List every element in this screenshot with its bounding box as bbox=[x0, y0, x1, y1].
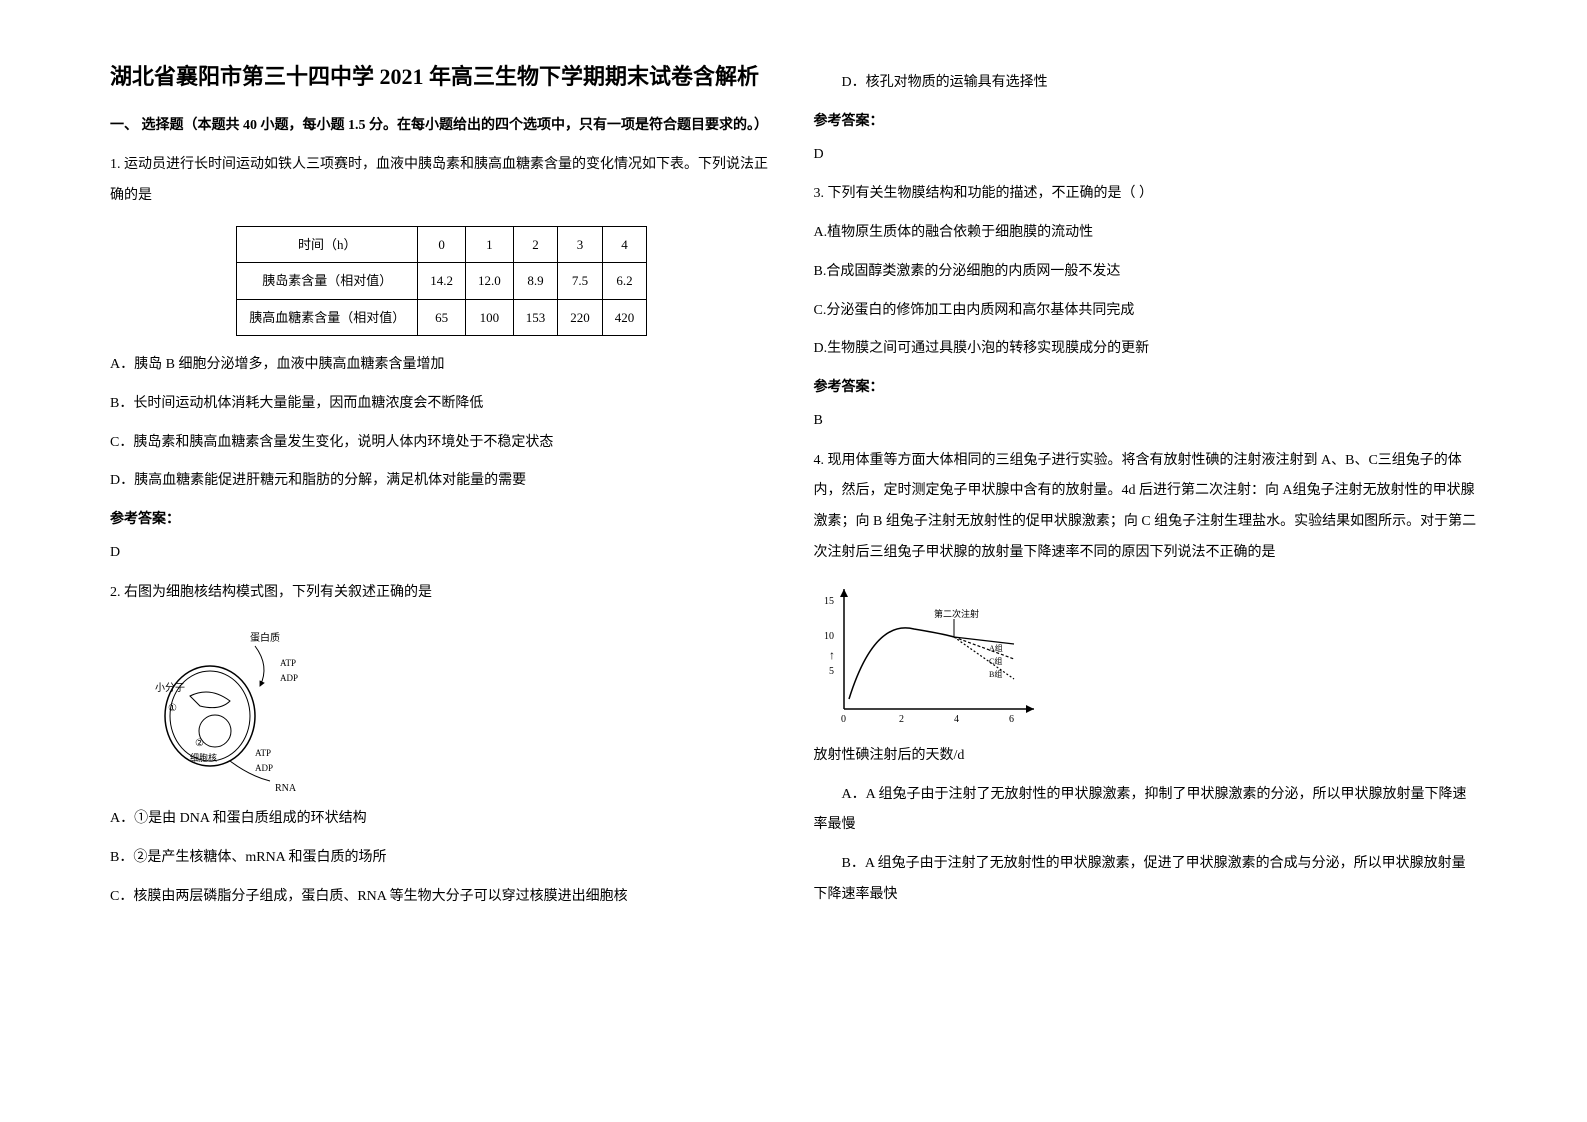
chart-svg: 15 10 5 ↑ 0 2 4 6 第二次注射 A组 C组 B组 bbox=[814, 579, 1054, 729]
svg-text:ADP: ADP bbox=[280, 673, 298, 683]
q3-option-a: A.植物原生质体的融合依赖于细胞膜的流动性 bbox=[814, 218, 1478, 249]
q3-option-c: C.分泌蛋白的修饰加工由内质网和高尔基体共同完成 bbox=[814, 296, 1478, 327]
svg-text:15: 15 bbox=[824, 596, 834, 607]
svg-text:0: 0 bbox=[841, 714, 846, 725]
table-cell: 12.0 bbox=[466, 263, 514, 299]
svg-text:2: 2 bbox=[899, 714, 904, 725]
q1-option-d: D．胰高血糖素能促进肝糖元和脂肪的分解，满足机体对能量的需要 bbox=[110, 466, 774, 497]
q4-chart: 15 10 5 ↑ 0 2 4 6 第二次注射 A组 C组 B组 bbox=[814, 579, 1054, 729]
q1-option-b: B．长时间运动机体消耗大量能量，因而血糖浓度会不断降低 bbox=[110, 389, 774, 420]
svg-text:6: 6 bbox=[1009, 714, 1014, 725]
table-row: 胰高血糖素含量（相对值） 65 100 153 220 420 bbox=[237, 299, 647, 335]
svg-text:10: 10 bbox=[824, 631, 834, 642]
left-column: 湖北省襄阳市第三十四中学 2021 年高三生物下学期期末试卷含解析 一、 选择题… bbox=[90, 60, 794, 1062]
q2-option-b: B．②是产生核糖体、mRNA 和蛋白质的场所 bbox=[110, 843, 774, 874]
answer-label: 参考答案： bbox=[110, 507, 774, 532]
svg-text:第二次注射: 第二次注射 bbox=[934, 608, 979, 619]
svg-text:B组: B组 bbox=[989, 669, 1002, 679]
q4-xlabel: 放射性碘注射后的天数/d bbox=[814, 741, 1478, 772]
q2-option-a: A．①是由 DNA 和蛋白质组成的环状结构 bbox=[110, 804, 774, 835]
svg-text:RNA: RNA bbox=[275, 783, 297, 794]
table-cell: 6.2 bbox=[602, 263, 647, 299]
q2-text: 2. 右图为细胞核结构模式图，下列有关叙述正确的是 bbox=[110, 578, 774, 609]
svg-text:②: ② bbox=[195, 738, 204, 749]
table-cell: 胰高血糖素含量（相对值） bbox=[237, 299, 418, 335]
svg-text:ATP: ATP bbox=[280, 658, 296, 668]
table-cell: 420 bbox=[602, 299, 647, 335]
table-cell: 65 bbox=[418, 299, 466, 335]
answer-label: 参考答案： bbox=[814, 375, 1478, 400]
table-cell: 胰岛素含量（相对值） bbox=[237, 263, 418, 299]
q4-text: 4. 现用体重等方面大体相同的三组兔子进行实验。将含有放射性碘的注射液注射到 A… bbox=[814, 446, 1478, 569]
table-row: 时间（h） 0 1 2 3 4 bbox=[237, 226, 647, 262]
q2-answer: D bbox=[814, 142, 1478, 167]
table-cell: 220 bbox=[558, 299, 603, 335]
table-cell: 时间（h） bbox=[237, 226, 418, 262]
cell-nucleus-diagram: 蛋白质 ATP ADP 小分子 ① ② 细胞核 ATP ADP RNA bbox=[140, 616, 340, 796]
q1-option-c: C．胰岛素和胰高血糖素含量发生变化，说明人体内环境处于不稳定状态 bbox=[110, 428, 774, 459]
table-row: 胰岛素含量（相对值） 14.2 12.0 8.9 7.5 6.2 bbox=[237, 263, 647, 299]
table-cell: 153 bbox=[513, 299, 558, 335]
svg-text:①: ① bbox=[168, 703, 177, 714]
svg-text:4: 4 bbox=[954, 714, 959, 725]
table-cell: 4 bbox=[602, 226, 647, 262]
table-cell: 100 bbox=[466, 299, 514, 335]
q3-option-b: B.合成固醇类激素的分泌细胞的内质网一般不发达 bbox=[814, 257, 1478, 288]
table-cell: 0 bbox=[418, 226, 466, 262]
right-column: D．核孔对物质的运输具有选择性 参考答案： D 3. 下列有关生物膜结构和功能的… bbox=[794, 60, 1498, 1062]
table-cell: 7.5 bbox=[558, 263, 603, 299]
main-title: 湖北省襄阳市第三十四中学 2021 年高三生物下学期期末试卷含解析 bbox=[110, 60, 774, 93]
q2-option-d: D．核孔对物质的运输具有选择性 bbox=[814, 68, 1478, 99]
svg-text:↑: ↑ bbox=[829, 648, 835, 662]
q3-answer: B bbox=[814, 408, 1478, 433]
svg-text:C组: C组 bbox=[989, 656, 1002, 666]
q1-text: 1. 运动员进行长时间运动如铁人三项赛时，血液中胰岛素和胰高血糖素含量的变化情况… bbox=[110, 150, 774, 212]
q3-option-d: D.生物膜之间可通过具膜小泡的转移实现膜成分的更新 bbox=[814, 334, 1478, 365]
table-cell: 1 bbox=[466, 226, 514, 262]
q3-text: 3. 下列有关生物膜结构和功能的描述，不正确的是（ ） bbox=[814, 179, 1478, 210]
svg-text:5: 5 bbox=[829, 666, 834, 677]
label-protein: 蛋白质 bbox=[250, 631, 280, 644]
svg-text:A组: A组 bbox=[989, 643, 1003, 653]
diagram-svg: 蛋白质 ATP ADP 小分子 ① ② 细胞核 ATP ADP RNA bbox=[140, 616, 340, 796]
table-cell: 3 bbox=[558, 226, 603, 262]
q4-option-b: B．A 组兔子由于注射了无放射性的甲状腺激素，促进了甲状腺激素的合成与分泌，所以… bbox=[814, 849, 1478, 911]
q1-option-a: A．胰岛 B 细胞分泌增多，血液中胰高血糖素含量增加 bbox=[110, 350, 774, 381]
q1-answer: D bbox=[110, 540, 774, 565]
q2-option-c: C．核膜由两层磷脂分子组成，蛋白质、RNA 等生物大分子可以穿过核膜进出细胞核 bbox=[110, 882, 774, 913]
table-cell: 8.9 bbox=[513, 263, 558, 299]
q1-table: 时间（h） 0 1 2 3 4 胰岛素含量（相对值） 14.2 12.0 8.9… bbox=[236, 226, 647, 336]
answer-label: 参考答案： bbox=[814, 109, 1478, 134]
svg-text:小分子: 小分子 bbox=[155, 682, 185, 694]
svg-text:ATP: ATP bbox=[255, 748, 271, 758]
q4-option-a: A．A 组兔子由于注射了无放射性的甲状腺激素，抑制了甲状腺激素的分泌，所以甲状腺… bbox=[814, 780, 1478, 842]
section-heading: 一、 选择题（本题共 40 小题，每小题 1.5 分。在每小题给出的四个选项中，… bbox=[110, 113, 774, 138]
svg-text:ADP: ADP bbox=[255, 763, 273, 773]
svg-text:细胞核: 细胞核 bbox=[190, 752, 217, 763]
table-cell: 14.2 bbox=[418, 263, 466, 299]
table-cell: 2 bbox=[513, 226, 558, 262]
